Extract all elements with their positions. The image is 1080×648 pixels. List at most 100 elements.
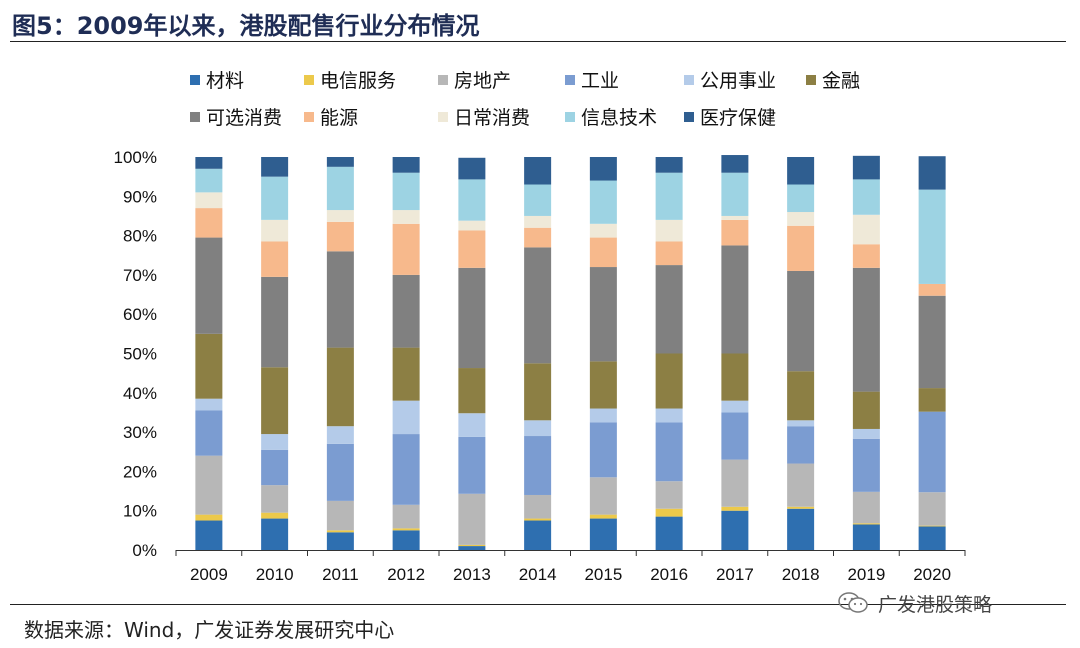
bar-segment bbox=[655, 481, 683, 509]
x-tick-label: 2017 bbox=[716, 565, 754, 584]
legend-label: 信息技术 bbox=[581, 107, 657, 129]
x-tick-label: 2012 bbox=[387, 565, 425, 584]
bar-segment bbox=[195, 208, 223, 238]
bar-segment bbox=[261, 219, 289, 242]
legend-item: 可选消费 bbox=[190, 107, 282, 129]
bar-segment bbox=[392, 274, 420, 348]
legend-item: 日常消费 bbox=[438, 107, 530, 129]
legend-swatch bbox=[190, 112, 200, 122]
bar-segment bbox=[458, 220, 486, 231]
bar-stack-2010 bbox=[261, 157, 289, 550]
bar-segment bbox=[261, 367, 289, 435]
legend-item: 材料 bbox=[190, 70, 244, 92]
bar-stack-2019 bbox=[852, 155, 880, 550]
bar-segment bbox=[195, 520, 223, 550]
bar-segment bbox=[195, 192, 223, 209]
bar-stack-2011 bbox=[326, 157, 354, 550]
wechat-icon bbox=[838, 592, 868, 613]
bar-segment bbox=[524, 157, 552, 185]
bar-segment bbox=[392, 347, 420, 401]
y-tick-label: 60% bbox=[123, 305, 157, 324]
bar-segment bbox=[589, 180, 617, 224]
legend-label: 材料 bbox=[206, 70, 244, 92]
bar-segment bbox=[721, 459, 749, 507]
legend-swatch bbox=[438, 112, 448, 122]
bar-segment bbox=[524, 247, 552, 364]
bar-segment bbox=[458, 267, 486, 369]
bar-segment bbox=[524, 518, 552, 521]
y-tick-label: 40% bbox=[123, 384, 157, 403]
bar-segment bbox=[458, 230, 486, 268]
x-tick-label: 2015 bbox=[584, 565, 622, 584]
legend-item: 公用事业 bbox=[684, 70, 776, 92]
bar-segment bbox=[787, 225, 815, 271]
x-tick-label: 2011 bbox=[322, 565, 359, 584]
source-note: 数据来源：Wind，广发证券发展研究中心 bbox=[24, 618, 395, 642]
legend-item: 房地产 bbox=[438, 70, 511, 92]
y-tick-label: 100% bbox=[114, 148, 157, 167]
bar-segment bbox=[589, 514, 617, 519]
bar-segment bbox=[392, 504, 420, 529]
bar-segment bbox=[458, 157, 486, 180]
bar-segment bbox=[655, 157, 683, 173]
bar-segment bbox=[655, 508, 683, 517]
legend-item: 能源 bbox=[304, 107, 358, 129]
bar-segment bbox=[195, 398, 223, 411]
top-rule bbox=[10, 41, 1066, 42]
bar-segment bbox=[589, 361, 617, 409]
bar-segment bbox=[326, 500, 354, 531]
legend-label: 工业 bbox=[581, 70, 619, 92]
x-tick-label: 2013 bbox=[453, 565, 491, 584]
bar-segment bbox=[721, 412, 749, 460]
bar-segment bbox=[655, 219, 683, 242]
legend-item: 信息技术 bbox=[565, 107, 657, 129]
bar-segment bbox=[852, 244, 880, 268]
bar-segment bbox=[721, 245, 749, 354]
bar-segment bbox=[721, 506, 749, 511]
y-tick-label: 0% bbox=[132, 541, 157, 560]
bar-segment bbox=[326, 532, 354, 550]
bar-stack-2016 bbox=[655, 157, 683, 550]
bar-segment bbox=[721, 172, 749, 216]
plot-area: 0% 10% 20% 30% 40% 50% 60% 70% 80% 90% 100% 2009 201… bbox=[114, 148, 966, 584]
bar-segment bbox=[524, 520, 552, 550]
bar-segment bbox=[392, 528, 420, 531]
x-tick-label: 2014 bbox=[519, 565, 557, 584]
bar-segment bbox=[392, 210, 420, 224]
bar-segment bbox=[261, 176, 289, 220]
bar-segment bbox=[195, 333, 223, 399]
bar-stack-2015 bbox=[589, 157, 617, 550]
legend-label: 可选消费 bbox=[206, 107, 282, 129]
bar-segment bbox=[852, 267, 880, 392]
bar-segment bbox=[852, 428, 880, 439]
y-tick-label: 30% bbox=[123, 423, 157, 442]
legend-label: 日常消费 bbox=[454, 107, 530, 129]
bar-segment bbox=[524, 494, 552, 519]
bar-segment bbox=[326, 426, 354, 444]
bar-segment bbox=[524, 227, 552, 248]
bar-segment bbox=[918, 526, 946, 550]
bar-segment bbox=[918, 156, 946, 190]
bar-segment bbox=[524, 420, 552, 437]
bar-segment bbox=[721, 400, 749, 413]
bar-segment bbox=[655, 516, 683, 550]
x-tick-label: 2018 bbox=[782, 565, 820, 584]
bar-segment bbox=[852, 155, 880, 180]
bar-segment bbox=[326, 157, 354, 167]
bar-segment bbox=[721, 510, 749, 550]
y-tick-label: 20% bbox=[123, 462, 157, 481]
legend-swatch bbox=[565, 75, 575, 85]
bar-segment bbox=[458, 546, 486, 550]
bar-segment bbox=[261, 434, 289, 450]
bar-stack-2009 bbox=[195, 157, 223, 550]
legend-item: 电信服务 bbox=[304, 70, 396, 92]
bar-segment bbox=[852, 524, 880, 550]
bar-segment bbox=[721, 353, 749, 401]
legend-swatch bbox=[304, 112, 314, 122]
x-tick-label: 2009 bbox=[190, 565, 228, 584]
bottom-rule bbox=[10, 604, 1066, 605]
wechat-watermark-text: 广发港股策略 bbox=[878, 594, 993, 616]
bar-segment bbox=[261, 157, 289, 177]
bar-segment bbox=[787, 270, 815, 372]
